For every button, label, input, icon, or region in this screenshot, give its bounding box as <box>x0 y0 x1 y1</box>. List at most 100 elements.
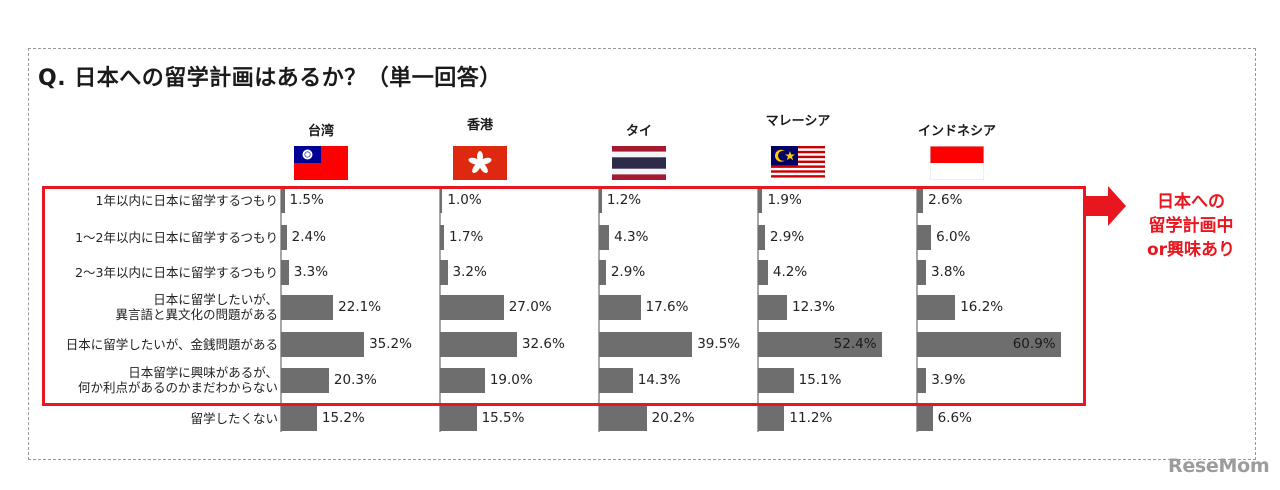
bar <box>917 332 1061 357</box>
bar-value-label: 1.9% <box>767 192 802 208</box>
bar-value-label: 15.2% <box>321 410 365 426</box>
arrow-right-icon <box>1086 186 1126 226</box>
bar-value-label: 11.2% <box>789 410 833 426</box>
callout-text: 日本への 留学計画中 or興味あり <box>1126 190 1256 262</box>
bar-value-label: 2.6% <box>928 192 963 208</box>
country-label: マレーシア <box>765 114 831 129</box>
bar-value-label: 20.3% <box>333 372 377 388</box>
bar <box>758 295 788 320</box>
country-label: 台湾 <box>307 124 334 139</box>
bar <box>599 225 610 250</box>
bar <box>440 260 448 285</box>
bar <box>917 260 926 285</box>
bar <box>281 368 329 393</box>
bar-value-label: 1.2% <box>606 192 642 208</box>
bar-value-label: 6.0% <box>936 229 971 245</box>
bar <box>281 295 334 320</box>
bar <box>758 225 765 250</box>
bar <box>917 188 924 213</box>
callout-line-1: 日本への <box>1157 192 1225 212</box>
resemom-logo: ReseMom <box>1168 455 1270 477</box>
category-label: 日本に留学したいが、 異言語と異文化の問題がある <box>115 292 278 322</box>
bar <box>440 295 504 320</box>
bar-value-label: 39.5% <box>697 336 741 352</box>
highlight-box <box>42 186 1086 406</box>
bar <box>440 225 444 250</box>
flag-icon <box>930 146 984 180</box>
column-axis <box>598 186 600 432</box>
bar-value-label: 17.6% <box>645 299 689 315</box>
bar <box>758 406 785 431</box>
bar-value-label: 1.0% <box>447 192 482 208</box>
bar-value-label: 3.8% <box>930 264 966 280</box>
category-label: 2～3年以内に日本に留学するつもり <box>75 264 278 280</box>
bar <box>758 260 768 285</box>
bar-value-label: 19.0% <box>489 372 533 388</box>
bar-value-label: 6.6% <box>937 410 972 426</box>
bar <box>281 188 285 213</box>
bar <box>917 406 933 431</box>
bar-value-label: 15.5% <box>481 410 525 426</box>
bar <box>917 368 927 393</box>
bar <box>599 332 693 357</box>
bar-value-label: 4.2% <box>772 264 808 280</box>
bar-value-label: 22.1% <box>338 299 382 315</box>
bar-value-label: 35.2% <box>369 336 412 352</box>
bar-value-label: 2.4% <box>291 229 326 245</box>
callout-line-2: 留学計画中 <box>1148 216 1234 236</box>
bar <box>281 332 365 357</box>
bar-value-label: 14.3% <box>637 372 681 388</box>
bar-value-label: 52.4% <box>833 336 877 352</box>
bar <box>917 295 956 320</box>
category-label: 留学したくない <box>190 410 278 426</box>
bar-value-label: 3.9% <box>931 372 966 388</box>
bar-value-label: 1.7% <box>449 229 484 245</box>
country-label: タイ <box>625 124 652 139</box>
bar-value-label: 2.9% <box>769 229 805 245</box>
column-axis <box>439 186 441 432</box>
bar <box>599 295 641 320</box>
bar <box>599 406 647 431</box>
column-axis <box>280 186 282 432</box>
bar <box>440 188 443 213</box>
category-label: 日本留学に興味があるが、 何か利点があるのかまだわからない <box>77 365 278 395</box>
flag-icon <box>612 146 666 180</box>
flag-icon <box>453 146 507 180</box>
bar-value-label: 20.2% <box>651 410 695 426</box>
bar <box>758 368 794 393</box>
country-label: インドネシア <box>917 124 996 139</box>
bar <box>281 260 289 285</box>
bar <box>599 260 606 285</box>
column-axis <box>916 186 918 432</box>
bar-value-label: 2.9% <box>610 264 646 280</box>
bar <box>758 332 882 357</box>
bar-value-label: 12.3% <box>792 299 835 315</box>
bar-value-label: 3.3% <box>293 264 329 280</box>
bar-value-label: 27.0% <box>508 299 552 315</box>
bar <box>917 225 932 250</box>
bar-value-label: 3.2% <box>452 264 487 280</box>
bar-value-label: 16.2% <box>960 299 1004 315</box>
flag-icon <box>771 146 825 180</box>
bar <box>758 188 763 213</box>
bar <box>281 406 317 431</box>
callout-line-3: or興味あり <box>1146 240 1236 260</box>
bar <box>440 332 517 357</box>
category-label: 1年以内に日本に留学するつもり <box>95 192 278 208</box>
flag-icon <box>294 146 348 180</box>
country-label: 香港 <box>466 118 493 133</box>
column-axis <box>757 186 759 432</box>
bar <box>599 188 602 213</box>
bar-value-label: 1.5% <box>289 192 324 208</box>
bar <box>281 225 287 250</box>
bar <box>440 368 485 393</box>
chart-title: Q. 日本への留学計画はあるか？（単一回答） <box>38 66 502 91</box>
category-label: 日本に留学したいが、金銭問題がある <box>65 336 278 352</box>
bar <box>599 368 633 393</box>
bar-value-label: 32.6% <box>521 336 565 352</box>
chart-frame <box>28 48 1256 460</box>
category-label: 1～2年以内に日本に留学するつもり <box>75 229 278 245</box>
bar <box>440 406 477 431</box>
bar-value-label: 60.9% <box>1012 336 1056 352</box>
bar-value-label: 4.3% <box>614 229 649 245</box>
